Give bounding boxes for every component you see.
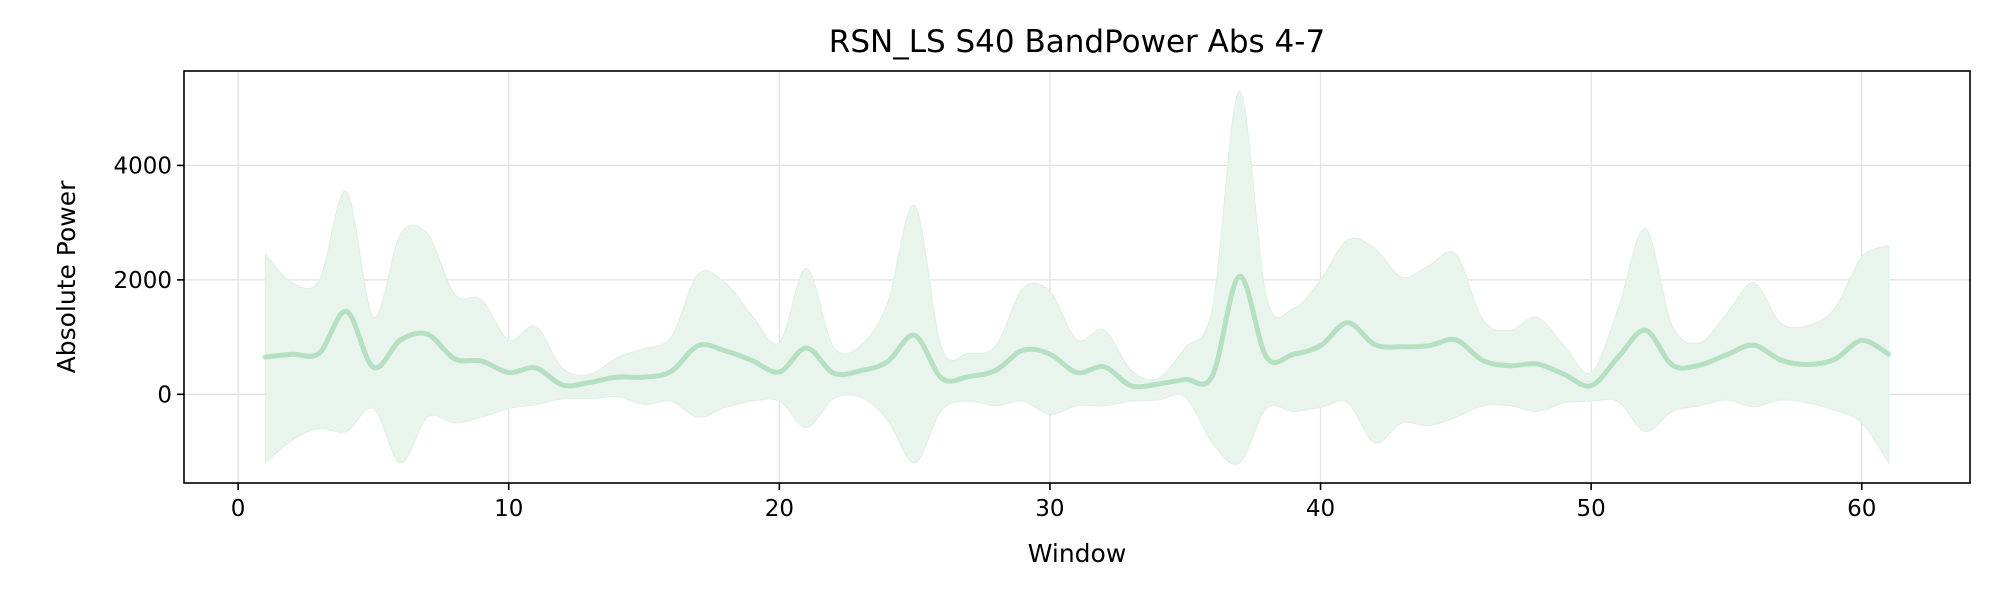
x-tick-label: 20 bbox=[765, 496, 794, 522]
x-tick-label: 10 bbox=[494, 496, 523, 522]
chart-title: RSN_LS S40 BandPower Abs 4-7 bbox=[829, 24, 1325, 60]
x-tick-label: 0 bbox=[231, 496, 246, 522]
y-axis-label: Absolute Power bbox=[52, 180, 81, 374]
x-tick-label: 30 bbox=[1035, 496, 1064, 522]
y-tick-label: 2000 bbox=[113, 268, 172, 294]
y-tick-label: 4000 bbox=[113, 153, 172, 179]
axis-ticks: 0 10 20 30 40 50 60 0 2000 4000 bbox=[113, 153, 1876, 522]
y-tick-label: 0 bbox=[157, 382, 172, 408]
x-axis-label: Window bbox=[1028, 539, 1127, 568]
plot-frame bbox=[183, 70, 1971, 484]
x-tick-label: 50 bbox=[1577, 496, 1606, 522]
x-tick-label: 40 bbox=[1306, 496, 1335, 522]
x-tick-label: 60 bbox=[1847, 496, 1876, 522]
series-line bbox=[262, 273, 1892, 390]
